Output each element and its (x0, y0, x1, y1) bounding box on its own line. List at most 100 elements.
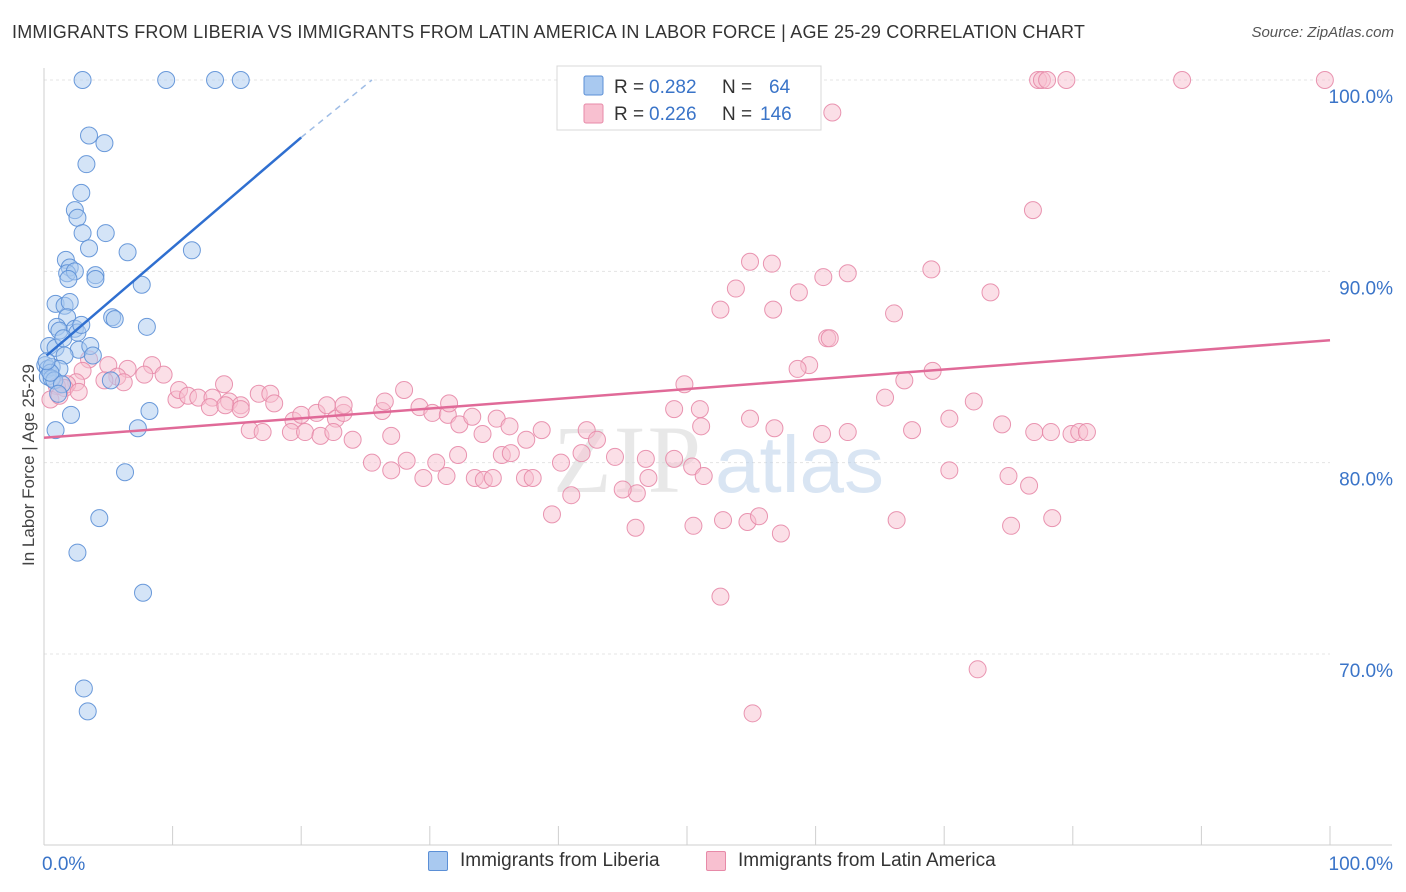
latin-point-76 (324, 423, 343, 442)
latin-point-17 (764, 300, 783, 319)
latin-point-126 (876, 388, 895, 407)
y-tick-label-0: 70.0% (1339, 661, 1393, 682)
latin-point-136 (813, 424, 832, 443)
liberia-point-13 (118, 243, 137, 262)
latin-point-78 (382, 426, 401, 445)
latin-point-113 (626, 518, 645, 537)
liberia-point-7 (72, 183, 91, 202)
watermark: ZIP atlas (553, 406, 884, 513)
trend-lines (43, 79, 1331, 440)
gridlines (44, 79, 1330, 655)
correlation-legend: R = 0.282 N = 64 R = 0.226 N = 146 (556, 65, 822, 131)
latin-america-points (41, 71, 1334, 723)
latin-point-106 (683, 457, 702, 476)
latin-point-23 (895, 371, 914, 390)
legend-r-value-latin: 0.226 (649, 104, 697, 125)
latin-point-130 (993, 415, 1012, 434)
latin-point-89 (427, 453, 446, 472)
latin-point-82 (500, 417, 519, 436)
latin-point-79 (463, 407, 482, 426)
latin-point-131 (1025, 423, 1044, 442)
latin-point-138 (690, 400, 709, 419)
latin-point-105 (665, 449, 684, 468)
y-tick-label-1: 80.0% (1339, 470, 1393, 491)
latin-point-95 (437, 467, 456, 486)
liberia-point-62 (37, 352, 56, 371)
latin-point-6 (823, 103, 842, 122)
latin-point-10 (922, 260, 941, 279)
latin-point-29 (154, 365, 173, 384)
liberia-point-12 (80, 239, 99, 258)
legend-label-latin: Immigrants from Latin America (738, 850, 996, 871)
latin-point-59 (334, 396, 353, 415)
liberia-point-40 (83, 346, 102, 365)
latin-point-62 (395, 380, 414, 399)
legend-n-value-latin: 146 (760, 104, 792, 125)
legend-n-label-latin: N = (722, 104, 752, 125)
legend-swatch-latin (583, 103, 604, 124)
y-tick-label-3: 100.0% (1329, 87, 1394, 108)
legend-item-liberia[interactable]: Immigrants from Liberia (428, 850, 660, 872)
latin-point-9 (762, 254, 781, 273)
latin-point-77 (343, 430, 362, 449)
legend-item-latin[interactable]: Immigrants from Latin America (706, 850, 996, 872)
latin-point-93 (397, 451, 416, 470)
liberia-trend-line (45, 136, 303, 357)
latin-point-15 (981, 283, 1000, 302)
latin-point-8 (741, 252, 760, 271)
legend-n-value-liberia: 64 (769, 77, 791, 98)
latin-point-122 (940, 461, 959, 480)
latin-trend-line (43, 338, 1331, 440)
latin-point-129 (964, 392, 983, 411)
latin-point-121 (1020, 476, 1039, 495)
latin-point-54 (292, 405, 311, 424)
series-legend: Immigrants from Liberia Immigrants from … (0, 850, 1406, 880)
latin-point-90 (449, 446, 468, 465)
latin-point-74 (296, 423, 315, 442)
latin-point-139 (665, 400, 684, 419)
liberia-points (36, 71, 250, 721)
latin-point-137 (741, 409, 760, 428)
latin-point-132 (1041, 423, 1060, 442)
latin-point-92 (382, 461, 401, 480)
latin-point-135 (1077, 423, 1096, 442)
latin-point-70 (231, 400, 250, 419)
latin-point-5 (1315, 71, 1334, 89)
liberia-point-4 (80, 126, 99, 145)
liberia-trend-extension (300, 79, 373, 138)
liberia-point-59 (74, 679, 93, 698)
latin-point-107 (694, 467, 713, 486)
liberia-point-19 (59, 269, 78, 288)
liberia-point-60 (78, 702, 97, 721)
latin-point-39 (69, 382, 88, 401)
latin-point-83 (517, 430, 536, 449)
y-axis-label: In Labor Force | Age 25-29 (19, 364, 38, 566)
latin-point-61 (375, 392, 394, 411)
latin-point-66 (440, 394, 459, 413)
latin-point-128 (940, 409, 959, 428)
latin-point-16 (711, 300, 730, 319)
y-tick-label-2: 90.0% (1339, 278, 1393, 299)
latin-point-120 (1043, 509, 1062, 528)
legend-n-label-liberia: N = (722, 77, 752, 98)
latin-point-143 (968, 660, 987, 679)
latin-point-3 (1057, 71, 1076, 89)
liberia-point-51 (140, 402, 159, 421)
latin-point-142 (711, 587, 730, 606)
legend-label-liberia: Immigrants from Liberia (460, 850, 660, 871)
latin-point-104 (636, 449, 655, 468)
latin-point-102 (572, 444, 591, 463)
latin-point-110 (639, 468, 658, 487)
liberia-point-5 (95, 134, 114, 153)
latin-point-145 (820, 329, 839, 348)
latin-point-111 (613, 480, 632, 499)
latin-point-119 (1002, 516, 1021, 535)
liberia-point-28 (105, 310, 124, 329)
liberia-point-29 (137, 317, 156, 336)
latin-point-103 (605, 447, 624, 466)
latin-point-108 (562, 486, 581, 505)
chart-title: IMMIGRANTS FROM LIBERIA VS IMMIGRANTS FR… (12, 22, 1086, 42)
latin-point-68 (200, 398, 219, 417)
latin-point-100 (523, 468, 542, 487)
